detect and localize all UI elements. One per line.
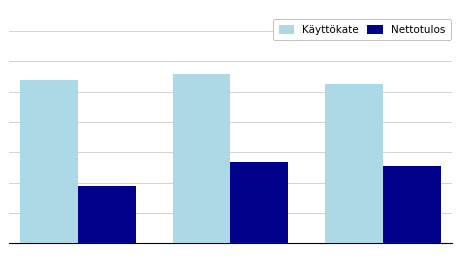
Bar bbox=[172, 74, 230, 243]
Bar bbox=[383, 166, 441, 243]
Legend: Käyttökate, Nettotulos: Käyttökate, Nettotulos bbox=[273, 19, 451, 40]
Bar bbox=[230, 162, 289, 243]
Bar bbox=[78, 186, 136, 243]
Bar bbox=[325, 84, 383, 243]
Bar bbox=[20, 80, 78, 243]
